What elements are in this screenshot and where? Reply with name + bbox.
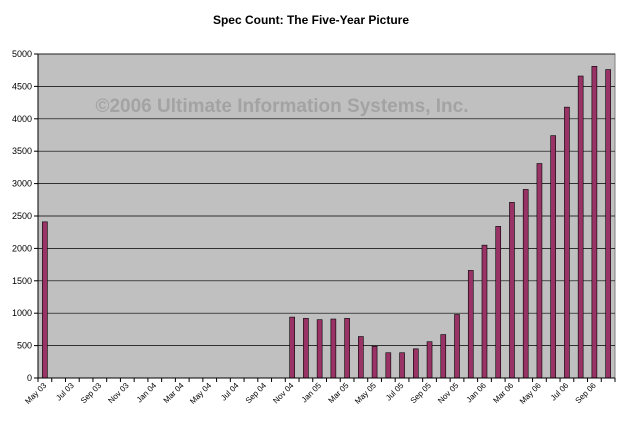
x-tick-label: Mar 05 (327, 381, 351, 405)
bar (577, 75, 584, 379)
x-axis-ticks: May 03 Jul 03 Sep 03 Nov 03 Jan 04 Mar 04 May … (23, 378, 616, 406)
bar (358, 336, 364, 379)
bar (42, 221, 48, 379)
x-tick-label: May 03 (23, 381, 48, 406)
bar (316, 319, 323, 379)
x-tick-label: Nov 03 (106, 381, 131, 406)
bar (412, 348, 419, 379)
x-tick-label: Mar 04 (162, 381, 186, 405)
bar (399, 352, 405, 379)
bar (481, 244, 488, 379)
x-tick-label: Nov 04 (271, 381, 296, 406)
bar (536, 163, 543, 379)
x-tick-label: Mar 06 (491, 381, 515, 405)
bar (289, 316, 295, 379)
x-tick-label: Jan 06 (465, 381, 489, 405)
x-tick-label: Jul 03 (54, 381, 76, 403)
bar (467, 270, 474, 379)
x-tick-label: Sep 04 (244, 381, 269, 406)
y-tick-label: 1000 (12, 308, 32, 318)
y-tick-label: 1500 (12, 276, 32, 286)
bar (495, 226, 502, 379)
bar (371, 345, 378, 379)
x-tick-label: Sep 06 (574, 381, 599, 406)
bar (564, 106, 570, 379)
bar (344, 318, 350, 379)
x-tick-label: Jan 04 (135, 381, 159, 405)
y-tick-label: 4000 (12, 114, 32, 124)
bar (330, 318, 337, 379)
x-tick-label: May 05 (353, 381, 378, 406)
x-tick-label: May 06 (518, 381, 543, 406)
x-tick-label: Jul 05 (384, 381, 406, 403)
y-tick-label: 2500 (12, 211, 32, 221)
x-tick-label: Nov 05 (436, 381, 461, 406)
y-tick-label: 3000 (12, 179, 32, 189)
bar (605, 69, 611, 379)
bar (385, 352, 392, 379)
bar (591, 66, 598, 379)
bar (454, 314, 460, 379)
x-tick-label: Sep 05 (409, 381, 434, 406)
chart-title: Spec Count: The Five-Year Picture (213, 13, 409, 27)
x-tick-label: Jan 05 (300, 381, 324, 405)
bar (303, 318, 309, 379)
y-tick-label: 2000 (12, 243, 32, 253)
gridlines (38, 53, 615, 346)
bar (509, 202, 515, 379)
watermark-text: ©2006 Ultimate Information Systems, Inc. (95, 96, 468, 117)
y-tick-label: 0 (27, 373, 32, 383)
bar (440, 334, 447, 379)
y-tick-label: 3500 (12, 146, 32, 156)
x-tick-label: Sep 03 (79, 381, 104, 406)
bar (522, 189, 529, 379)
x-tick-label: Jul 04 (219, 381, 241, 403)
bar (550, 135, 556, 379)
bars (42, 66, 611, 379)
x-tick-label: Jul 06 (549, 381, 571, 403)
y-tick-label: 4500 (12, 81, 32, 91)
bar (426, 341, 433, 379)
y-tick-label: 500 (17, 341, 32, 351)
y-tick-label: 5000 (12, 49, 32, 59)
x-tick-label: May 04 (188, 381, 213, 406)
